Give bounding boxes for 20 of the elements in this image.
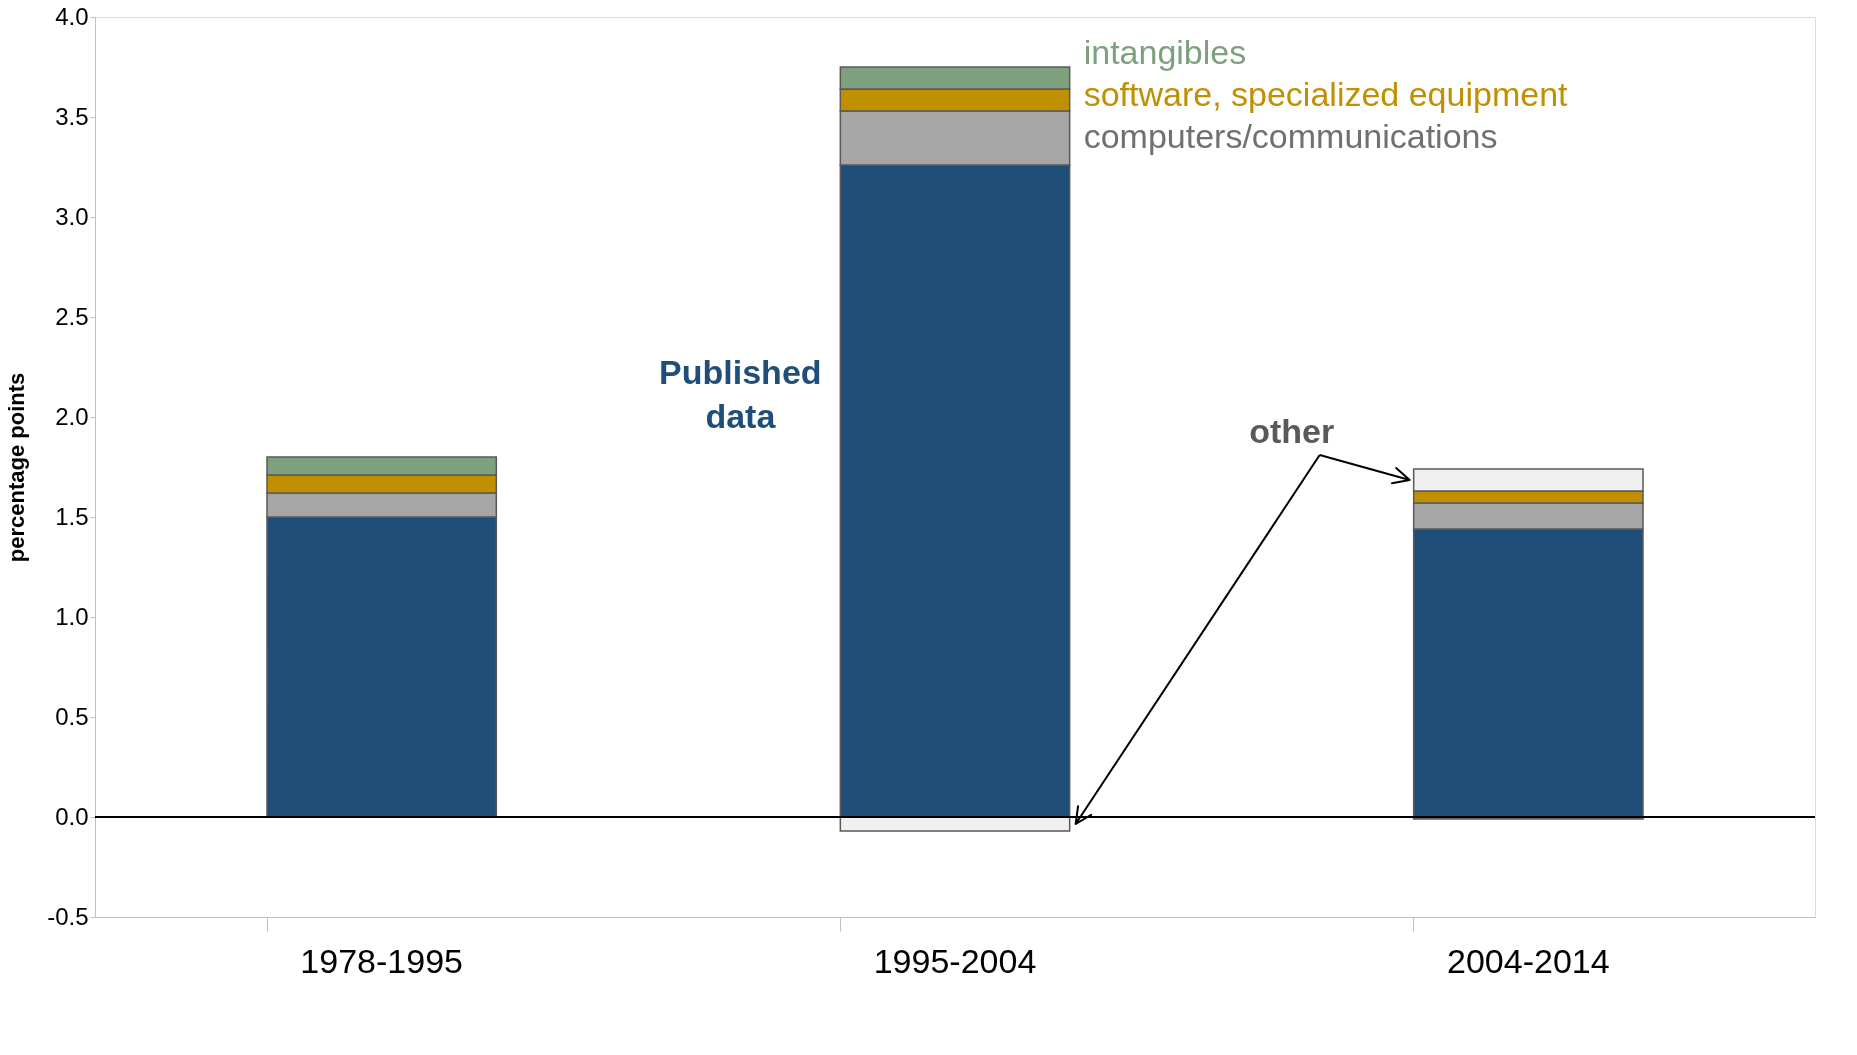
x-tick-label: 1978-1995 bbox=[300, 941, 463, 980]
series-label: software, specialized equipment bbox=[1083, 75, 1569, 113]
y-tick-label: 1.0 bbox=[55, 602, 89, 630]
text: other bbox=[1249, 412, 1335, 450]
y-tick-label: 3.5 bbox=[55, 102, 89, 130]
y-tick-label: 3.0 bbox=[55, 202, 89, 230]
y-tick-label: 0.0 bbox=[55, 802, 89, 830]
x-tick-label: 2004-2014 bbox=[1447, 941, 1610, 980]
x-tick-label: 1995-2004 bbox=[873, 941, 1037, 980]
y-tick-label: -0.5 bbox=[47, 902, 89, 930]
y-tick-label: 2.5 bbox=[55, 302, 89, 330]
y-tick-label: 4.0 bbox=[55, 2, 89, 30]
y-tick-label: 2.0 bbox=[55, 402, 89, 430]
series-label: computers/communications bbox=[1083, 117, 1498, 155]
y-axis-title: percentage points bbox=[4, 372, 30, 563]
y-tick-label: 0.5 bbox=[55, 702, 89, 730]
y-tick-label: 1.5 bbox=[55, 502, 89, 530]
bar bbox=[839, 816, 1071, 832]
series-label: intangibles bbox=[1083, 33, 1247, 71]
series-label: Published data bbox=[659, 352, 822, 435]
